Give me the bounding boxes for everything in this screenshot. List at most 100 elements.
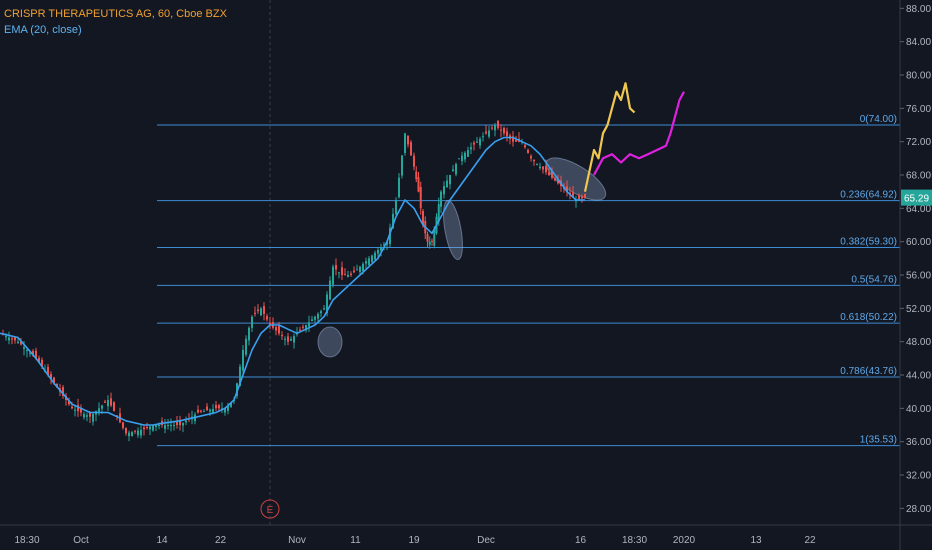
candle-body bbox=[380, 247, 382, 251]
candle-body bbox=[473, 142, 475, 145]
candle-body bbox=[92, 413, 94, 422]
candle-body bbox=[332, 266, 334, 285]
candle-body bbox=[164, 425, 166, 429]
candle-body bbox=[293, 336, 295, 343]
candle-body bbox=[401, 155, 403, 176]
x-tick-label: 2020 bbox=[673, 535, 696, 546]
candle-body bbox=[212, 409, 214, 413]
candle-body bbox=[32, 351, 34, 356]
candle-body bbox=[311, 319, 313, 322]
legend-indicator: EMA (20, close) bbox=[4, 24, 82, 36]
candle-body bbox=[431, 240, 433, 242]
candle-body bbox=[53, 377, 55, 384]
candle-body bbox=[536, 163, 538, 165]
candle-body bbox=[353, 270, 355, 273]
candle-body bbox=[398, 177, 400, 198]
candle-body bbox=[548, 172, 550, 175]
fib-level-label: 0.382(59.30) bbox=[840, 237, 897, 248]
candle-body bbox=[263, 306, 265, 314]
candle-body bbox=[371, 255, 373, 262]
candle-body bbox=[326, 294, 328, 314]
fib-level-label: 0.618(50.22) bbox=[840, 312, 897, 323]
candle-body bbox=[413, 155, 415, 167]
current-price-badge bbox=[901, 189, 932, 206]
candle-body bbox=[491, 127, 493, 129]
candle-body bbox=[125, 427, 127, 434]
candle-body bbox=[461, 155, 463, 162]
candle-body bbox=[245, 338, 247, 355]
candle-body bbox=[215, 404, 217, 409]
y-tick-label: 88.00 bbox=[906, 4, 931, 15]
candle-body bbox=[179, 420, 181, 425]
candle-body bbox=[335, 264, 337, 270]
candle-body bbox=[14, 337, 16, 341]
candle-body bbox=[77, 405, 79, 412]
candle-body bbox=[377, 250, 379, 254]
current-price-label: 65.29 bbox=[904, 194, 929, 205]
candle-body bbox=[239, 366, 241, 387]
y-tick-label: 48.00 bbox=[906, 337, 931, 348]
candle-body bbox=[149, 426, 151, 430]
candle-body bbox=[566, 186, 568, 192]
candle-body bbox=[227, 405, 229, 411]
y-tick-label: 56.00 bbox=[906, 271, 931, 282]
x-tick-label: 19 bbox=[408, 535, 420, 546]
candle-body bbox=[41, 359, 43, 367]
candle-body bbox=[419, 187, 422, 209]
candle-body bbox=[260, 308, 262, 316]
candle-body bbox=[80, 408, 82, 413]
fib-level-label: 1(35.53) bbox=[860, 435, 897, 446]
candle-body bbox=[530, 156, 532, 159]
candle-body bbox=[290, 338, 292, 341]
y-tick-label: 40.00 bbox=[906, 404, 931, 415]
fib-level-label: 0(74.00) bbox=[860, 114, 897, 125]
earnings-marker[interactable]: E bbox=[260, 499, 280, 519]
candle-body bbox=[395, 200, 397, 214]
candle-body bbox=[257, 309, 259, 312]
candle-body bbox=[446, 180, 448, 188]
candle-body bbox=[341, 267, 343, 275]
candle-body bbox=[338, 272, 340, 274]
x-tick-label: Oct bbox=[73, 535, 89, 546]
candle-body bbox=[131, 431, 133, 437]
candle-body bbox=[5, 336, 7, 338]
candle-body bbox=[383, 244, 385, 246]
candle-body bbox=[440, 191, 442, 207]
y-tick-label: 80.00 bbox=[906, 71, 931, 82]
candle-body bbox=[98, 408, 100, 412]
candle-body bbox=[314, 316, 316, 320]
candle-body bbox=[308, 322, 310, 327]
candle-body bbox=[500, 129, 502, 131]
candle-body bbox=[107, 400, 109, 407]
projection-yellow-line bbox=[583, 82, 636, 192]
candle-body bbox=[305, 325, 307, 331]
x-tick-label: 11 bbox=[350, 535, 361, 546]
y-tick-label: 68.00 bbox=[906, 171, 931, 182]
candle-body bbox=[512, 136, 514, 142]
candle-body bbox=[485, 131, 487, 134]
candle-body bbox=[350, 273, 352, 275]
candle-body bbox=[551, 170, 553, 178]
earnings-marker-label: E bbox=[267, 505, 274, 516]
candle-body bbox=[506, 131, 508, 137]
candle-body bbox=[476, 141, 478, 143]
candle-body bbox=[299, 329, 301, 331]
candle-body bbox=[218, 405, 220, 409]
candle-body bbox=[266, 316, 268, 320]
candle-body bbox=[17, 341, 19, 343]
candle-body bbox=[197, 409, 199, 413]
candle-body bbox=[329, 280, 331, 300]
candle-body bbox=[47, 366, 49, 375]
candle-body bbox=[410, 142, 412, 156]
candle-body bbox=[173, 425, 175, 426]
candle-body bbox=[29, 352, 31, 354]
candle-body bbox=[503, 127, 505, 134]
candle-body bbox=[287, 336, 289, 342]
candle-body bbox=[101, 405, 103, 409]
candle-body bbox=[62, 387, 64, 396]
x-tick-label: 22 bbox=[804, 535, 816, 546]
highlight-ellipse bbox=[317, 326, 343, 358]
candle-body bbox=[320, 311, 322, 314]
candle-body bbox=[11, 338, 13, 340]
